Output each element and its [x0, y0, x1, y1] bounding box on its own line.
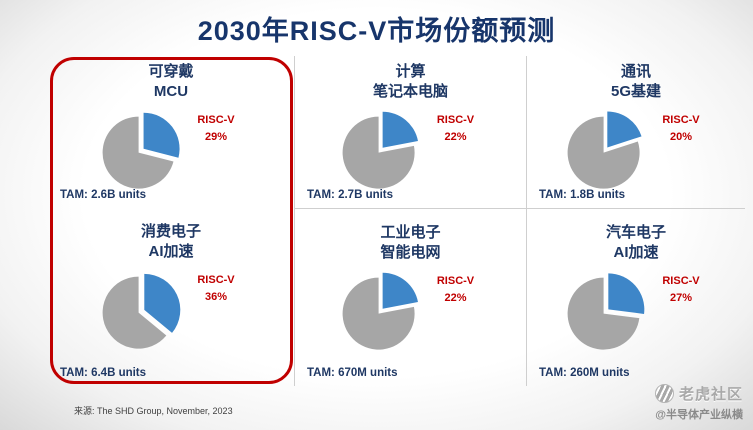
- pie-row: RISC-V 22%: [295, 265, 526, 357]
- riscv-pct-value: 36%: [204, 290, 228, 303]
- chart-cell-telecom-5g: 通讯 5G基建 RISC-V 20% TAM: 1.8B units: [526, 56, 745, 208]
- chart-title: 工业电子 智能电网: [295, 223, 526, 265]
- riscv-share-label: RISC-V 22%: [429, 265, 483, 306]
- watermark-brand: 老虎社区: [678, 386, 743, 403]
- pie-row: RISC-V 29%: [48, 104, 294, 196]
- pie-chart: [564, 265, 654, 355]
- riscv-pct-value: 29%: [204, 130, 228, 143]
- chart-title: 可穿戴 MCU: [48, 62, 294, 104]
- chart-cell-automotive-ai: 汽车电子 AI加速 RISC-V 27% TAM: 260M units: [526, 208, 745, 386]
- charts-grid: 可穿戴 MCU RISC-V 29% TAM: 2.6B units 计算 笔记…: [48, 56, 745, 386]
- pie-row: RISC-V 22%: [295, 104, 526, 196]
- chart-title-line2: 智能电网: [380, 243, 441, 261]
- tam-label: TAM: 6.4B units: [60, 367, 147, 379]
- chart-title: 消费电子 AI加速: [48, 222, 294, 264]
- riscv-pct-value: 27%: [669, 291, 693, 304]
- page-title: 2030年RISC-V市场份额预测: [197, 16, 556, 46]
- chart-cell-consumer-ai: 消费电子 AI加速 RISC-V 36% TAM: 6.4B units: [48, 208, 294, 386]
- chart-title-line1: 可穿戴: [148, 63, 194, 80]
- riscv-series-label: RISC-V: [436, 114, 475, 126]
- chart-title-line2: AI加速: [148, 242, 194, 260]
- tam-label: TAM: 2.7B units: [307, 189, 394, 201]
- riscv-pct-value: 22%: [444, 130, 467, 143]
- chart-title-line2: MCU: [153, 82, 189, 100]
- tiger-logo-icon: [654, 384, 674, 403]
- tam-label: TAM: 670M units: [307, 367, 398, 379]
- tam-label: TAM: 260M units: [539, 367, 630, 379]
- riscv-series-label: RISC-V: [662, 114, 700, 126]
- watermark-handle: @半导体产业纵横: [655, 409, 743, 421]
- pie-row: RISC-V 20%: [527, 104, 745, 196]
- riscv-share-label: RISC-V 20%: [654, 104, 708, 145]
- chart-cell-computing-laptop: 计算 笔记本电脑 RISC-V 22% TAM: 2.7B units: [294, 56, 526, 208]
- pie-chart: [99, 104, 189, 194]
- pie-chart: [339, 104, 429, 194]
- riscv-pct-value: 20%: [669, 130, 693, 143]
- riscv-series-label: RISC-V: [662, 275, 700, 287]
- riscv-share-label: RISC-V 27%: [654, 265, 708, 306]
- pie-chart: [339, 265, 429, 355]
- riscv-series-label: RISC-V: [197, 274, 235, 286]
- riscv-pct-value: 22%: [444, 291, 467, 304]
- pie-chart: [99, 264, 189, 354]
- watermark: 老虎社区 @半导体产业纵横: [654, 383, 743, 422]
- chart-title: 计算 笔记本电脑: [295, 62, 526, 104]
- pie-row: RISC-V 36%: [48, 264, 294, 356]
- chart-title-line1: 通讯: [620, 63, 651, 80]
- chart-title-line2: AI加速: [613, 243, 659, 261]
- chart-title-line2: 5G基建: [610, 82, 661, 100]
- chart-title-line1: 汽车电子: [605, 224, 666, 241]
- source-citation: 来源: The SHD Group, November, 2023: [74, 406, 233, 416]
- pie-chart: [564, 104, 654, 194]
- tam-label: TAM: 2.6B units: [60, 189, 147, 201]
- riscv-share-label: RISC-V 22%: [429, 104, 483, 145]
- riscv-series-label: RISC-V: [436, 275, 475, 287]
- pie-row: RISC-V 27%: [527, 265, 745, 357]
- chart-cell-wearable-mcu: 可穿戴 MCU RISC-V 29% TAM: 2.6B units: [48, 56, 294, 208]
- chart-title: 通讯 5G基建: [527, 62, 745, 104]
- chart-title-line1: 工业电子: [380, 224, 441, 241]
- tam-label: TAM: 1.8B units: [539, 189, 626, 201]
- chart-title-line2: 笔记本电脑: [372, 82, 448, 100]
- riscv-series-label: RISC-V: [197, 114, 235, 126]
- chart-title-line1: 计算: [395, 63, 426, 80]
- riscv-share-label: RISC-V 29%: [189, 104, 243, 145]
- chart-title: 汽车电子 AI加速: [527, 223, 745, 265]
- riscv-share-label: RISC-V 36%: [189, 264, 243, 305]
- chart-title-line1: 消费电子: [140, 223, 201, 240]
- chart-cell-industrial-grid: 工业电子 智能电网 RISC-V 22% TAM: 670M units: [294, 208, 526, 386]
